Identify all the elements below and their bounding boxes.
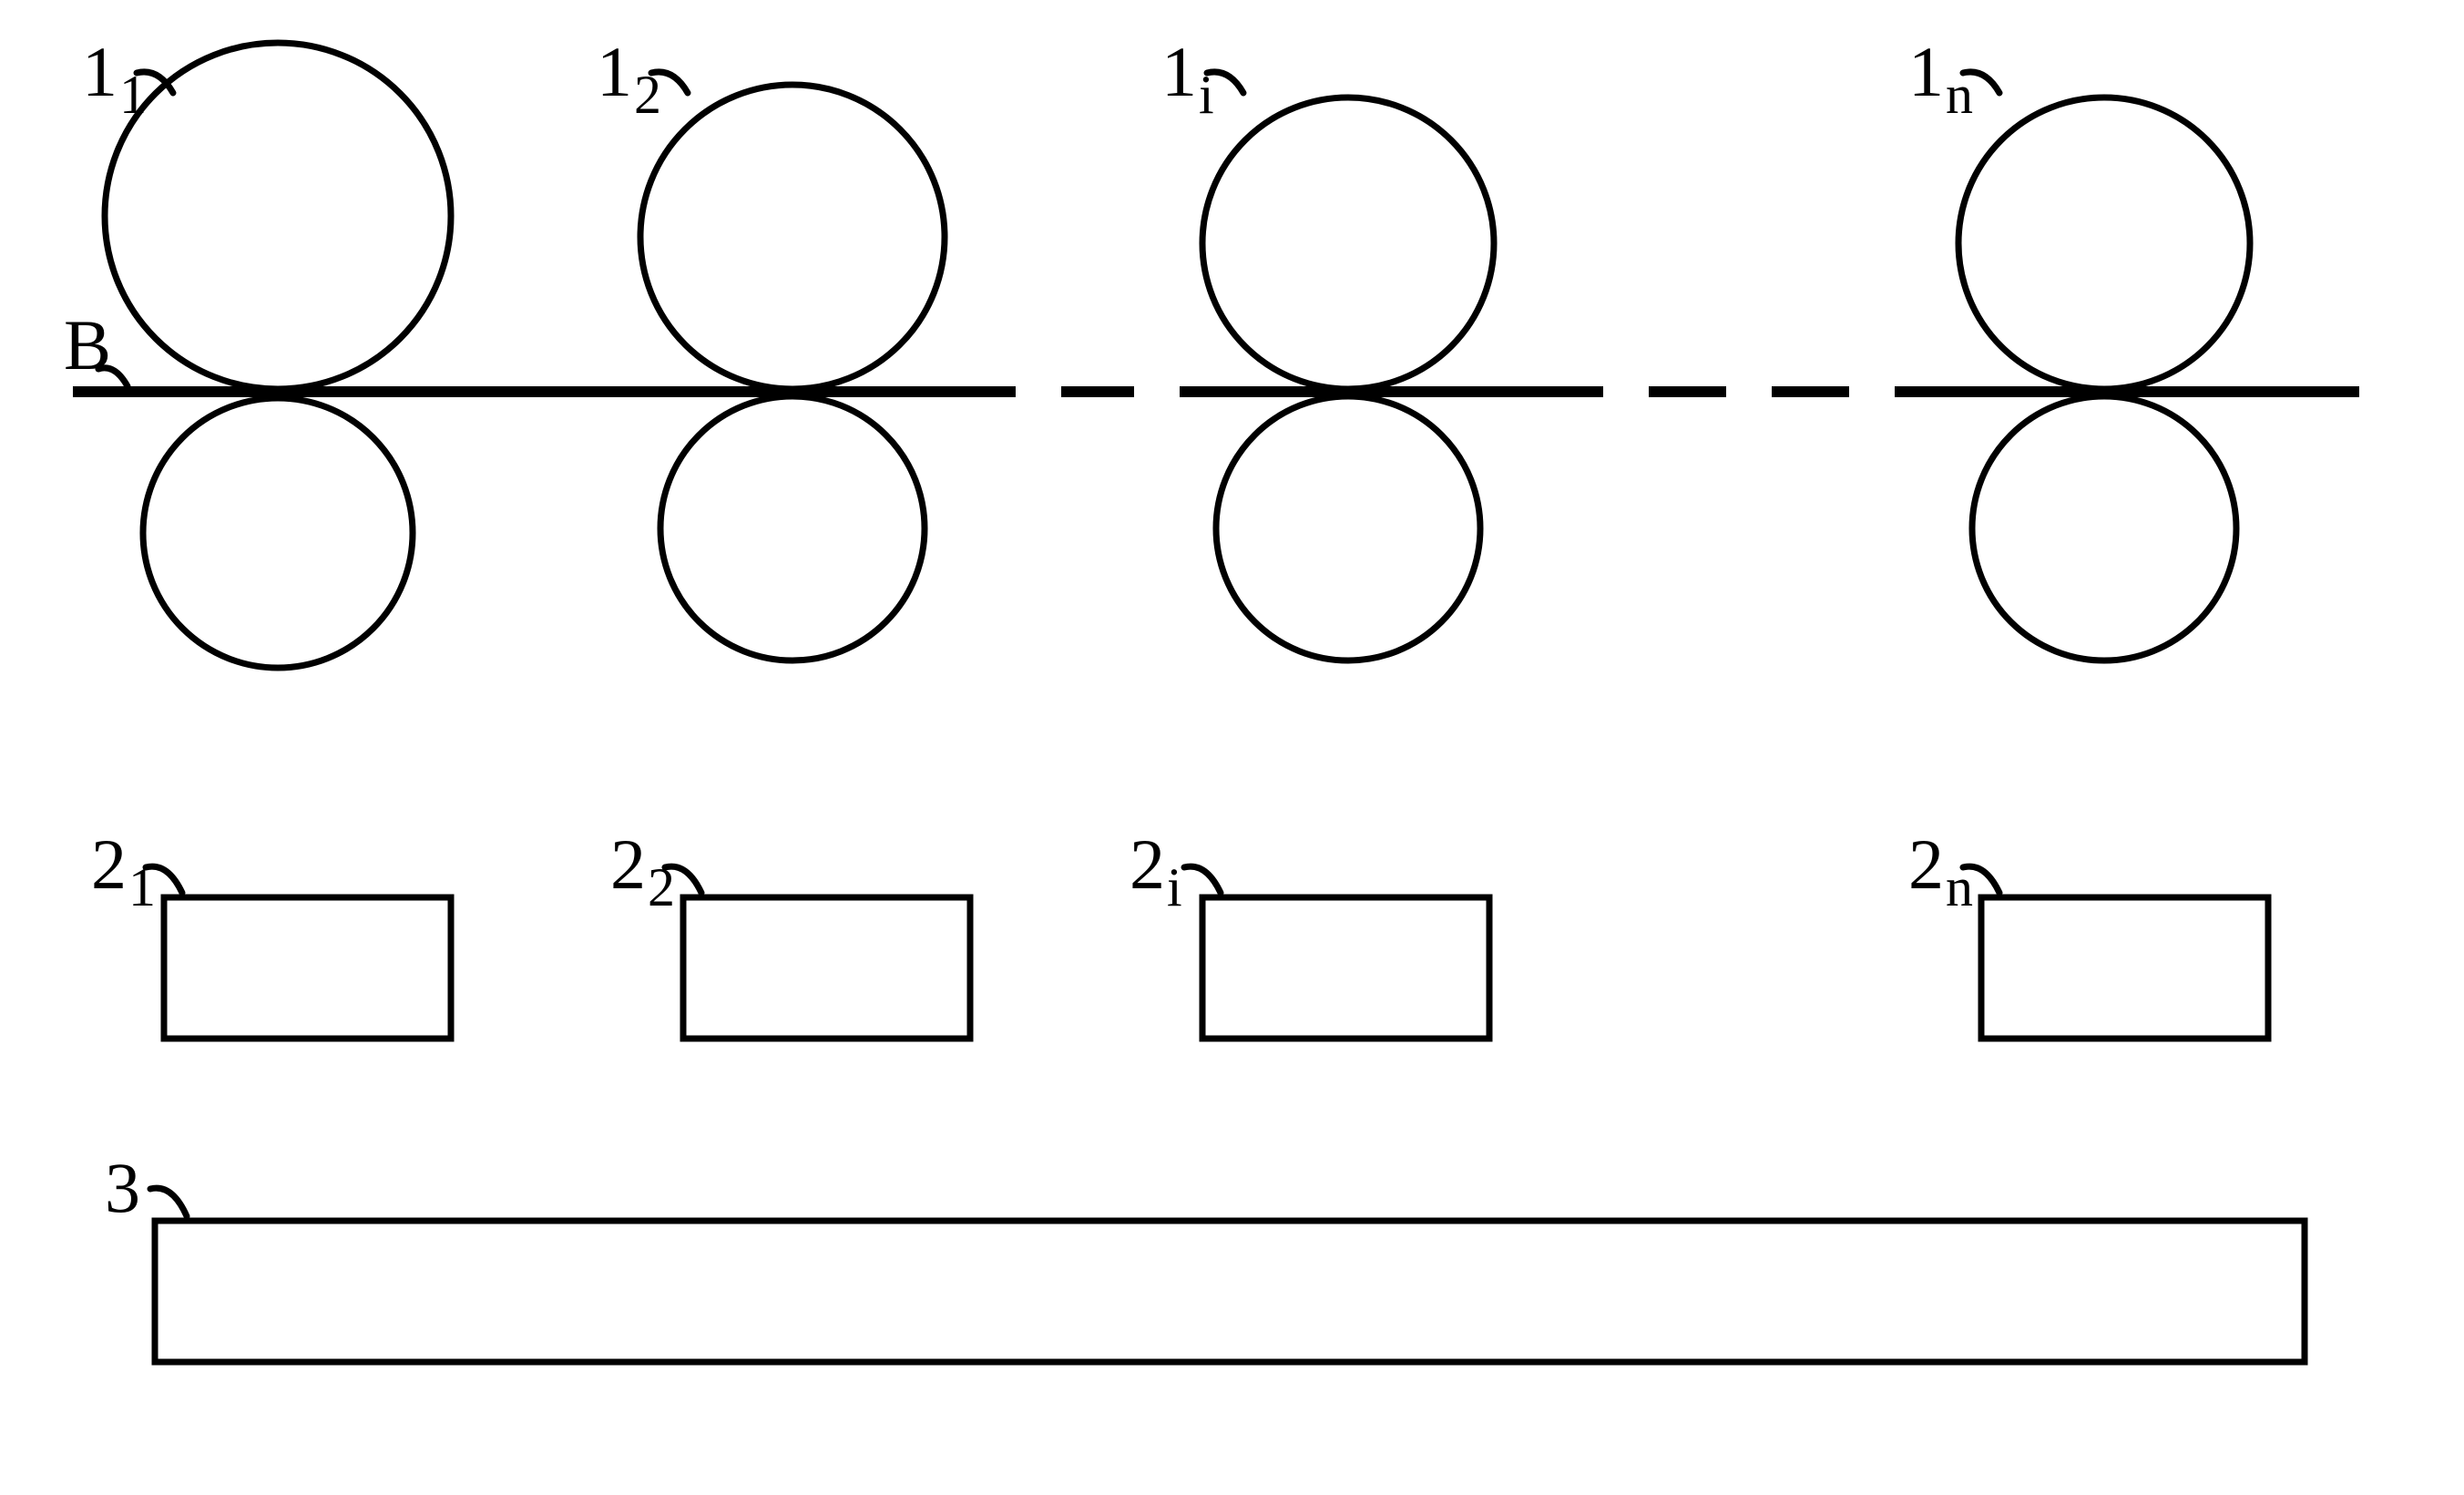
bottom-roll-2 [1216, 396, 1480, 660]
label-box-0: 21 [91, 824, 156, 917]
label-box-2: 2i [1130, 824, 1182, 917]
top-roll-2 [1202, 97, 1494, 389]
bottom-roll-1 [660, 396, 925, 660]
label-B: B [64, 305, 111, 384]
label-bar: 3 [105, 1148, 140, 1227]
long-bar [155, 1221, 2305, 1362]
top-roll-3 [1958, 97, 2250, 389]
top-roll-1 [640, 85, 945, 389]
box-2 [1202, 897, 1489, 1039]
diagram-canvas: B 11 12 1i 1n 21 22 2i 2n 3 [0, 0, 2464, 1495]
top-roll-0 [105, 43, 451, 389]
box-0 [164, 897, 451, 1039]
label-box-3: 2n [1908, 824, 1973, 917]
box-1 [683, 897, 970, 1039]
label-box-1: 22 [610, 824, 675, 917]
label-stand-2: 1i [1161, 32, 1214, 125]
label-stand-3: 1n [1908, 32, 1973, 125]
label-stand-1: 12 [597, 32, 661, 125]
bottom-roll-0 [143, 398, 413, 668]
callout-arc [1184, 866, 1221, 893]
callout-arc [150, 1188, 187, 1216]
bottom-roll-3 [1972, 396, 2236, 660]
label-stand-0: 11 [82, 32, 147, 125]
box-3 [1981, 897, 2268, 1039]
